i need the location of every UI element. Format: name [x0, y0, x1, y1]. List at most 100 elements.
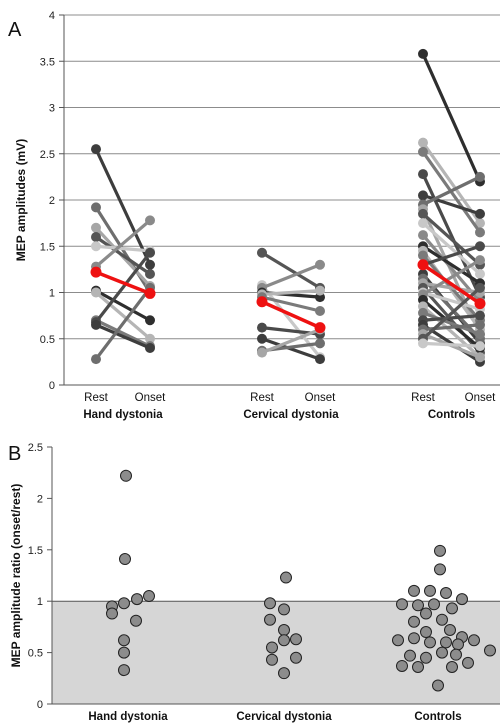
subject-point-onset: [315, 285, 325, 296]
subject-line: [421, 175, 482, 207]
subject-point-onset: [475, 269, 485, 279]
category-label-b: Controls: [414, 711, 461, 723]
subject-point-rest: [418, 208, 428, 219]
ratio-point: [278, 603, 290, 616]
subject-point-onset: [145, 259, 155, 270]
subject-line: [94, 290, 152, 341]
ratio-point: [420, 651, 432, 664]
subject-line: [94, 289, 152, 322]
ratio-point: [446, 602, 458, 615]
subject-line: [421, 314, 482, 322]
ratio-point: [412, 599, 424, 612]
subject-point-onset: [475, 171, 485, 182]
ratio-point: [440, 636, 452, 649]
subject-point-rest: [418, 190, 428, 201]
subject-point-onset: [475, 255, 485, 266]
ratio-point: [396, 598, 408, 611]
subject-point-onset: [145, 315, 155, 326]
y-tick-label-a: 2: [49, 195, 55, 207]
subject-line: [94, 251, 152, 324]
y-tick-label-b: 1: [37, 596, 43, 608]
subject-point-onset: [315, 306, 325, 316]
subject-point-rest: [91, 222, 101, 233]
subject-point-rest: [418, 48, 428, 59]
subject-point-onset: [315, 354, 325, 365]
subject-line: [94, 218, 152, 269]
ratio-point: [120, 469, 132, 482]
ratio-point: [468, 634, 480, 647]
y-tick-label-b: 2.5: [28, 442, 43, 454]
condition-label-onset: Onset: [465, 392, 496, 404]
ratio-point: [484, 644, 496, 657]
subject-line: [260, 327, 322, 355]
subject-point-rest: [257, 333, 267, 344]
subject-line: [94, 147, 152, 267]
subject-point-onset: [475, 341, 485, 352]
subject-line: [260, 251, 322, 290]
subject-point-onset: [145, 269, 155, 279]
subject-line: [260, 263, 322, 290]
subject-point-rest: [91, 232, 101, 242]
mean-point-rest: [90, 266, 102, 278]
panel-letter-a: A: [8, 19, 22, 41]
subject-line: [260, 289, 322, 296]
ratio-point: [280, 571, 292, 584]
subject-line: [94, 286, 152, 361]
y-tick-label-a: 1: [49, 288, 55, 300]
ratio-point: [428, 598, 440, 611]
ratio-point: [424, 636, 436, 649]
ratio-point: [456, 593, 468, 606]
mean-line: [261, 300, 321, 330]
y-tick-label-b: 2: [37, 493, 43, 505]
subject-point-onset: [145, 343, 155, 353]
mean-point-rest: [417, 259, 429, 271]
group-label-a: Hand dystonia: [83, 409, 163, 421]
category-label-b: Cervical dystonia: [236, 711, 332, 723]
subject-point-onset: [475, 227, 485, 238]
ratio-point: [119, 553, 131, 566]
y-tick-label-a: 0: [49, 380, 55, 392]
mean-point-onset: [314, 322, 326, 334]
subject-point-rest: [91, 287, 101, 298]
condition-label-rest: Rest: [84, 392, 108, 404]
subject-line: [94, 318, 152, 348]
ratio-point: [290, 633, 302, 646]
subject-line: [421, 193, 482, 216]
ratio-point: [444, 623, 456, 636]
ratio-point: [424, 584, 436, 597]
subject-point-onset: [315, 338, 325, 349]
subject-point-onset: [315, 259, 325, 270]
y-tick-label-a: 3.5: [40, 56, 55, 68]
ratio-point: [131, 593, 143, 606]
subject-line: [94, 323, 152, 350]
ratio-point: [278, 623, 290, 636]
subject-point-onset: [475, 319, 485, 330]
ratio-point: [290, 651, 302, 664]
subject-point-rest: [257, 247, 267, 258]
ratio-point: [118, 664, 130, 677]
y-tick-label-a: 4: [49, 10, 55, 22]
subject-point-onset: [145, 215, 155, 226]
subject-point-onset: [145, 247, 155, 258]
subject-point-onset: [475, 310, 485, 321]
y-tick-label-b: 0.5: [28, 648, 43, 660]
ratio-point: [432, 679, 444, 692]
ratio-point: [436, 613, 448, 626]
subject-line: [260, 337, 322, 361]
y-axis-title-b: MEP amplitude ratio (onset/rest): [9, 484, 23, 668]
subject-point-rest: [418, 137, 428, 148]
ratio-point: [264, 597, 276, 610]
subject-line: [421, 244, 482, 285]
subject-line: [421, 311, 482, 336]
group-label-a: Controls: [428, 409, 475, 421]
ratio-point: [392, 634, 404, 647]
mean-point-onset: [474, 298, 486, 310]
mean-line: [95, 270, 151, 296]
ratio-point: [440, 586, 452, 599]
ratio-point: [118, 597, 130, 610]
y-tick-label-b: 1.5: [28, 545, 43, 557]
subject-point-rest: [418, 169, 428, 180]
ratio-point: [130, 614, 142, 627]
